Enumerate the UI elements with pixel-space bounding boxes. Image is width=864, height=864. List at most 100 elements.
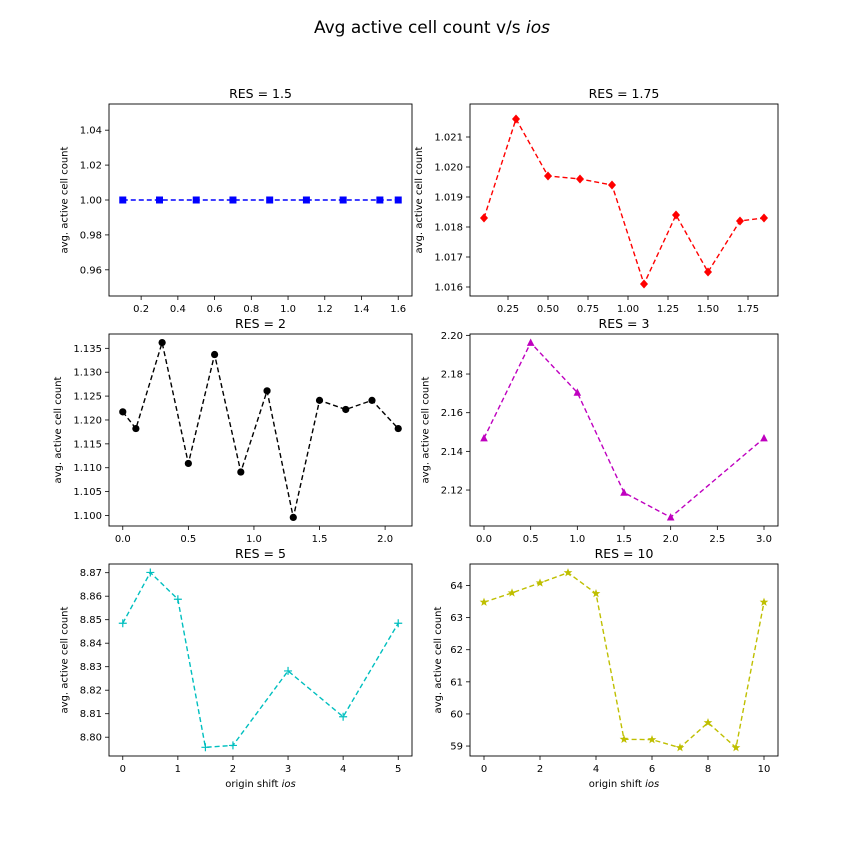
data-point [394,619,403,628]
data-point [704,267,712,277]
x-tick-label: 1.4 [354,304,370,315]
data-point [210,350,219,359]
x-tick-label: 0.8 [243,304,259,315]
data-point [158,338,166,347]
data-point [228,741,237,750]
y-tick-label: 1.021 [434,133,463,144]
y-tick-label: 1.130 [73,368,102,379]
axes-frame [469,563,779,757]
data-point [731,743,741,752]
data-point [263,387,271,395]
axes-frame [469,103,779,297]
y-axis-label: avg. active cell count [433,606,444,713]
data-point [672,210,680,220]
series-line [483,117,765,286]
x-tick-label: 1.6 [390,304,406,315]
panel-title: RES = 1.75 [589,86,660,101]
y-tick-label: 64 [450,581,463,592]
y-axis-label: avg. active cell count [420,376,431,483]
x-tick-label: 0 [120,764,126,775]
chart-panel-1: RES = 1.5 0.2 0.4 0.6 0.8 1.0 1.2 1.4 1.6 0.96 0.9… [59,86,413,315]
x-tick-label: 1.50 [697,304,719,315]
data-point [132,424,140,433]
x-tick-label: 2.0 [377,534,393,545]
panel-title: RES = 5 [235,546,286,561]
data-point [666,513,675,521]
series-line [483,341,765,519]
x-tick-label: 4 [593,764,599,775]
data-point [736,216,744,226]
data-point [289,513,297,522]
data-point [759,597,769,606]
chart-panel-4: RES = 3 0.0 0.5 1.0 1.5 2.0 2.5 3.0 2.12 2.14 2.16… [420,316,779,545]
x-tick-label: 0.4 [170,304,186,315]
x-tick-label: 0.5 [523,534,539,545]
data-point [339,712,348,721]
series-line [122,571,399,749]
y-tick-label: 8.80 [80,733,102,744]
y-tick-label: 1.016 [434,283,463,294]
y-tick-label: 2.12 [441,486,463,497]
y-tick-label: 62 [450,645,463,656]
data-point [229,196,237,204]
data-point [480,213,488,223]
y-tick-label: 8.87 [80,568,102,579]
x-tick-label: 3 [285,764,291,775]
y-axis-label: avg. active cell count [53,376,64,483]
data-point [302,196,310,204]
data-point [620,488,628,496]
y-tick-label: 2.20 [441,331,463,342]
x-tick-label: 1.0 [569,534,585,545]
x-tick-label: 0.2 [133,304,149,315]
data-point [237,468,245,476]
panel-title: RES = 1.5 [229,86,292,101]
y-axis-label: avg. active cell count [59,146,70,253]
data-point [591,588,601,598]
y-tick-label: 1.115 [73,439,102,450]
y-tick-label: 1.100 [73,511,102,522]
y-tick-label: 1.017 [434,253,463,264]
data-point [675,743,685,752]
x-tick-label: 0.50 [537,304,559,315]
y-tick-label: 8.85 [80,615,102,626]
y-axis-label: avg. active cell count [59,606,70,713]
x-tick-label: 2.0 [663,534,679,545]
axes-frame [108,103,413,297]
x-tick-label: 1.2 [317,304,333,315]
x-tick-label: 8 [705,764,711,775]
data-point [368,396,376,404]
y-tick-label: 2.14 [441,447,463,458]
figure-title: Avg active cell count v/s ios [314,18,550,38]
y-tick-label: 1.105 [73,487,102,498]
data-point [284,666,293,675]
data-point [619,734,629,744]
data-point [119,408,127,416]
panel-title: RES = 3 [599,316,650,331]
x-tick-label: 2 [230,764,236,775]
y-tick-label: 1.02 [80,161,102,172]
x-tick-label: 6 [649,764,655,775]
data-point [394,196,402,204]
y-tick-label: 1.125 [73,392,102,403]
data-point [192,196,200,204]
y-tick-label: 1.110 [73,463,102,474]
y-tick-label: 1.00 [80,196,102,207]
y-tick-label: 1.135 [73,344,102,355]
y-tick-label: 0.96 [80,265,102,276]
data-point [173,595,182,604]
data-point [394,424,402,433]
x-tick-label: 0.0 [476,534,492,545]
y-tick-label: 1.04 [80,126,102,137]
chart-panel-2: RES = 1.75 0.25 0.50 0.75 1.00 1.25 1.50 1.75 1.… [414,86,779,315]
x-tick-label: 5 [395,764,401,775]
y-tick-label: 8.82 [80,686,102,697]
x-axis-label: origin shift ios [225,779,296,790]
y-tick-label: 1.019 [434,193,463,204]
data-point [576,174,584,184]
y-tick-label: 1.018 [434,223,463,234]
data-point [703,718,713,727]
x-tick-label: 4 [340,764,346,775]
data-point [266,196,274,204]
data-point [526,338,535,346]
data-point [544,171,552,181]
